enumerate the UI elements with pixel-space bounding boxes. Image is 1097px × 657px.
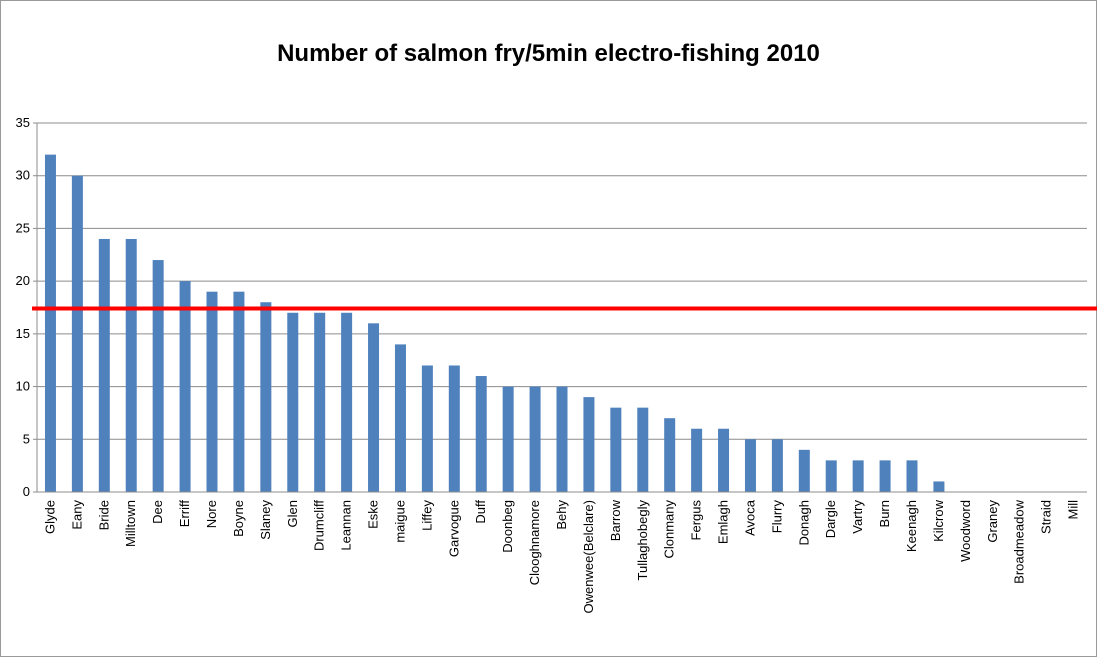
x-tick-label: Keenagh xyxy=(904,500,919,552)
x-tick-label: Leannan xyxy=(339,500,354,551)
bar xyxy=(879,460,891,492)
x-tick-label: Fergus xyxy=(689,500,704,541)
bar xyxy=(314,312,326,492)
bar xyxy=(394,344,406,492)
bar xyxy=(771,439,783,492)
bar xyxy=(421,365,433,492)
bar xyxy=(287,312,299,492)
x-tick-label: Burn xyxy=(877,500,892,527)
bar xyxy=(448,365,460,492)
y-tick-label: 25 xyxy=(16,220,30,235)
x-tick-label: Nore xyxy=(204,500,219,528)
bar xyxy=(341,312,353,492)
x-tick-label: Emlagh xyxy=(716,500,731,544)
x-tick-label: Tullaghobegly xyxy=(635,500,650,581)
x-tick-label: Woodword xyxy=(958,500,973,562)
y-tick-label: 35 xyxy=(16,115,30,130)
bar xyxy=(664,418,676,492)
bar xyxy=(44,154,56,492)
bar xyxy=(260,302,272,492)
x-tick-label: Mill xyxy=(1066,500,1081,520)
bar xyxy=(556,386,568,492)
x-tick-label: Straid xyxy=(1039,500,1054,534)
y-tick-label: 20 xyxy=(16,273,30,288)
x-tick-label: Donagh xyxy=(796,500,811,546)
bar xyxy=(71,175,83,492)
x-tick-label: Broadmeadow xyxy=(1012,499,1027,583)
bar xyxy=(98,238,110,492)
bar xyxy=(691,428,703,492)
bar xyxy=(502,386,514,492)
x-tick-label: Slaney xyxy=(258,500,273,540)
x-tick-label: Erriff xyxy=(177,500,192,528)
bar xyxy=(179,281,191,492)
bar xyxy=(906,460,918,492)
x-tick-label: Eany xyxy=(69,500,84,530)
x-tick-label: Bride xyxy=(96,500,111,530)
y-axis-tick-labels: 0 5 10 15 20 25 30 35 xyxy=(16,115,30,499)
x-tick-label: Barrow xyxy=(608,499,623,541)
x-tick-label: Kilcrow xyxy=(931,499,946,542)
x-tick-label: Owenwee(Belclare) xyxy=(581,500,596,613)
bar xyxy=(368,323,380,492)
bar xyxy=(637,407,649,492)
bar xyxy=(933,481,945,492)
bar xyxy=(125,238,137,492)
bar xyxy=(825,460,837,492)
x-tick-label: Glyde xyxy=(42,500,57,534)
y-tick-label: 10 xyxy=(16,379,30,394)
x-tick-label: Clooghnamore xyxy=(527,500,542,585)
bar xyxy=(852,460,864,492)
chart-title: Number of salmon fry/5min electro-fishin… xyxy=(277,40,820,67)
x-tick-label: Vartry xyxy=(850,500,865,534)
x-tick-label: Liffey xyxy=(419,500,434,531)
x-tick-label: Dee xyxy=(150,500,165,524)
x-tick-label: Flurry xyxy=(769,500,784,534)
bar xyxy=(744,439,756,492)
bar xyxy=(798,449,810,492)
x-tick-label: Avoca xyxy=(742,499,757,536)
x-tick-label: Garvogue xyxy=(446,500,461,557)
x-tick-label: Milltown xyxy=(123,500,138,547)
x-axis-tick-labels: Glyde Eany Bride Milltown Dee Erriff Nore Boyne… xyxy=(42,499,1080,613)
x-tick-label: Behy xyxy=(554,500,569,530)
bar xyxy=(529,386,541,492)
x-tick-label: maigue xyxy=(392,500,407,543)
bar xyxy=(718,428,730,492)
bars xyxy=(44,154,945,492)
y-tick-label: 5 xyxy=(23,431,30,446)
y-tick-label: 30 xyxy=(16,168,30,183)
bar xyxy=(475,376,487,492)
x-tick-label: Dargle xyxy=(823,500,838,538)
y-tick-label: 0 xyxy=(23,484,30,499)
x-tick-label: Glen xyxy=(285,500,300,527)
bar xyxy=(233,291,245,492)
x-tick-label: Graney xyxy=(985,500,1000,543)
bar xyxy=(583,397,595,492)
x-tick-label: Boyne xyxy=(231,500,246,537)
x-tick-label: Drumcliff xyxy=(312,500,327,551)
x-tick-label: Doonbeg xyxy=(500,500,515,553)
x-tick-label: Duff xyxy=(473,500,488,524)
bar xyxy=(206,291,218,492)
x-tick-label: Clonmany xyxy=(662,500,677,559)
bar xyxy=(610,407,622,492)
y-tick-label: 15 xyxy=(16,326,30,341)
bar xyxy=(152,260,164,492)
x-tick-label: Eske xyxy=(366,500,381,529)
